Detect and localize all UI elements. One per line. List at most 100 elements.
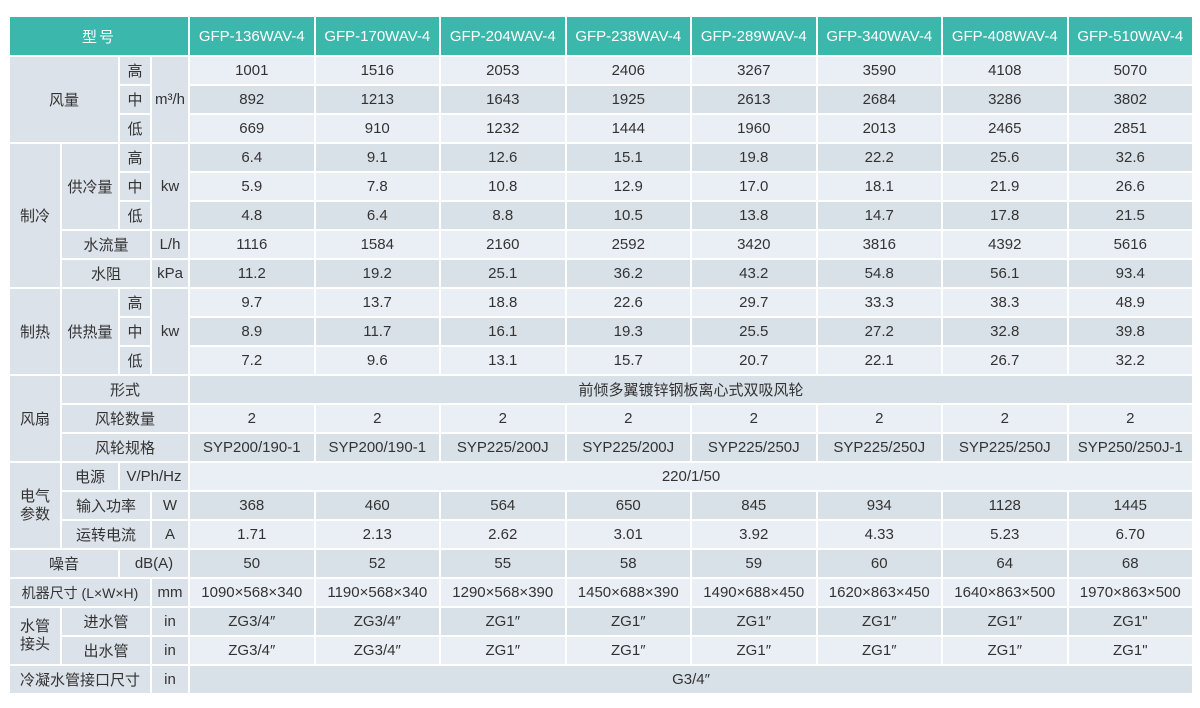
noise-value: 60 [815,548,944,579]
airflow-low-value: 1444 [564,113,693,144]
running-current-value: 5.23 [941,519,1069,550]
input-power-value: 845 [690,490,818,521]
heating-low-value: 26.7 [941,345,1069,376]
airflow-unit: m³/h [149,55,191,144]
inlet-pipe-value: ZG3/4″ [313,606,442,637]
cooling-low-value: 13.8 [690,200,818,231]
cooling-high-value: 25.6 [941,142,1069,173]
wheel-count-label: 风轮数量 [59,403,191,434]
row-wheel-spec: 风轮规格 SYP200/190-1 SYP200/190-1 SYP225/200J… [9,432,1195,463]
cooling-mid-value: 18.1 [815,171,944,202]
input-power-value: 650 [564,490,693,521]
wheel-spec-value: SYP250/250J-1 [1066,432,1195,463]
dimensions-value: 1970×863×500 [1066,577,1195,608]
section-label-electrical: 电气 参数 [8,461,62,550]
heating-capacity-unit: kw [149,287,191,376]
level-label-low: 低 [118,200,152,231]
airflow-low-value: 2851 [1066,113,1195,144]
dimensions-label: 机器尺寸 (L×W×H) [8,577,152,608]
inlet-pipe-value: ZG1″ [941,606,1069,637]
wheel-count-value: 2 [1066,403,1195,434]
input-power-value: 1445 [1066,490,1195,521]
fan-type-label: 形式 [59,374,191,405]
running-current-label: 运转电流 [60,519,152,550]
noise-value: 58 [564,548,693,579]
row-airflow-high: 风量 高 m³/h 1001 1516 2053 2406 3267 3590 4108 50… [8,55,1195,144]
dimensions-value: 1620×863×450 [815,577,944,608]
cooling-mid-value: 12.9 [564,171,693,202]
airflow-low-value: 910 [313,113,442,144]
model-header: GFP-510WAV-4 [1066,15,1195,57]
wheel-spec-value: SYP225/200J [439,432,567,463]
dimensions-value: 1450×688×390 [564,577,693,608]
level-label-high: 高 [118,55,152,86]
water-flow-value: 1584 [313,229,442,260]
cooling-mid-value: 7.8 [313,171,442,202]
heating-mid-value: 8.9 [188,316,316,347]
header-row: 型号 GFP-136WAV-4 GFP-170WAV-4 GFP-204WAV-4 G… [7,15,1195,57]
wheel-count-value: 2 [815,403,944,434]
model-header: GFP-289WAV-4 [690,15,818,57]
airflow-low-value: 669 [188,113,316,144]
cooling-capacity-unit: kw [149,142,191,231]
heating-high-value: 38.3 [941,287,1069,318]
section-label-fan: 风扇 [8,374,62,463]
running-current-value: 1.71 [188,519,316,550]
airflow-mid-value: 2684 [815,84,944,115]
input-power-value: 934 [815,490,944,521]
water-resistance-value: 54.8 [815,258,944,289]
airflow-mid-value: 3286 [941,84,1069,115]
input-power-unit: W [149,490,191,521]
section-label-pipes: 水管 接头 [8,606,62,666]
inlet-pipe-value: ZG1" [1066,606,1195,637]
airflow-low-value: 2013 [815,113,944,144]
input-power-value: 368 [188,490,316,521]
running-current-unit: A [149,519,191,550]
water-resistance-value: 19.2 [313,258,442,289]
wheel-spec-label: 风轮规格 [59,432,191,463]
input-power-value: 1128 [941,490,1069,521]
water-flow-value: 2592 [564,229,693,260]
row-heating-high: 制热 供热量 高 kw 9.7 13.7 18.8 22.6 29.7 33.3 38.3 4… [8,287,1195,376]
outlet-pipe-value: ZG1″ [941,635,1069,666]
heating-mid-value: 39.8 [1066,316,1195,347]
heating-high-value: 9.7 [188,287,316,318]
inlet-pipe-value: ZG3/4″ [188,606,316,637]
cooling-low-value: 6.4 [313,200,442,231]
cooling-high-value: 22.2 [815,142,944,173]
model-header: GFP-204WAV-4 [439,15,567,57]
airflow-high-value: 3267 [690,55,818,86]
water-resistance-value: 25.1 [439,258,567,289]
heating-mid-value: 16.1 [439,316,567,347]
cooling-high-value: 15.1 [564,142,693,173]
wheel-count-value: 2 [313,403,442,434]
water-flow-value: 1116 [188,229,316,260]
dimensions-value: 1090×568×340 [188,577,316,608]
level-label-mid: 中 [118,171,152,202]
heating-low-value: 15.7 [564,345,693,376]
heating-high-value: 29.7 [690,287,818,318]
airflow-mid-value: 1213 [313,84,442,115]
row-input-power: 输入功率 W 368 460 564 650 845 934 1128 1445 [9,490,1195,521]
water-resistance-value: 43.2 [690,258,818,289]
heating-high-value: 22.6 [564,287,693,318]
dimensions-value: 1640×863×500 [941,577,1069,608]
power-value: 220/1/50 [188,461,1195,492]
water-flow-label: 水流量 [60,229,152,260]
airflow-high-value: 3590 [815,55,944,86]
outlet-pipe-value: ZG1″ [564,635,693,666]
water-resistance-unit: kPa [149,258,191,289]
wheel-spec-value: SYP225/250J [815,432,944,463]
noise-value: 50 [188,548,316,579]
outlet-pipe-unit: in [149,635,191,666]
condensate-label: 冷凝水管接口尺寸 [8,664,152,695]
heating-high-value: 13.7 [313,287,442,318]
wheel-spec-value: SYP225/250J [690,432,818,463]
condensate-value: G3/4″ [188,664,1195,695]
section-label-cooling: 制冷 [8,142,62,289]
row-fan-type: 风扇 形式 前倾多翼镀锌钢板离心式双吸风轮 [8,374,1195,463]
heating-capacity-label: 供热量 [60,287,120,376]
heating-high-value: 18.8 [439,287,567,318]
heating-mid-value: 19.3 [564,316,693,347]
